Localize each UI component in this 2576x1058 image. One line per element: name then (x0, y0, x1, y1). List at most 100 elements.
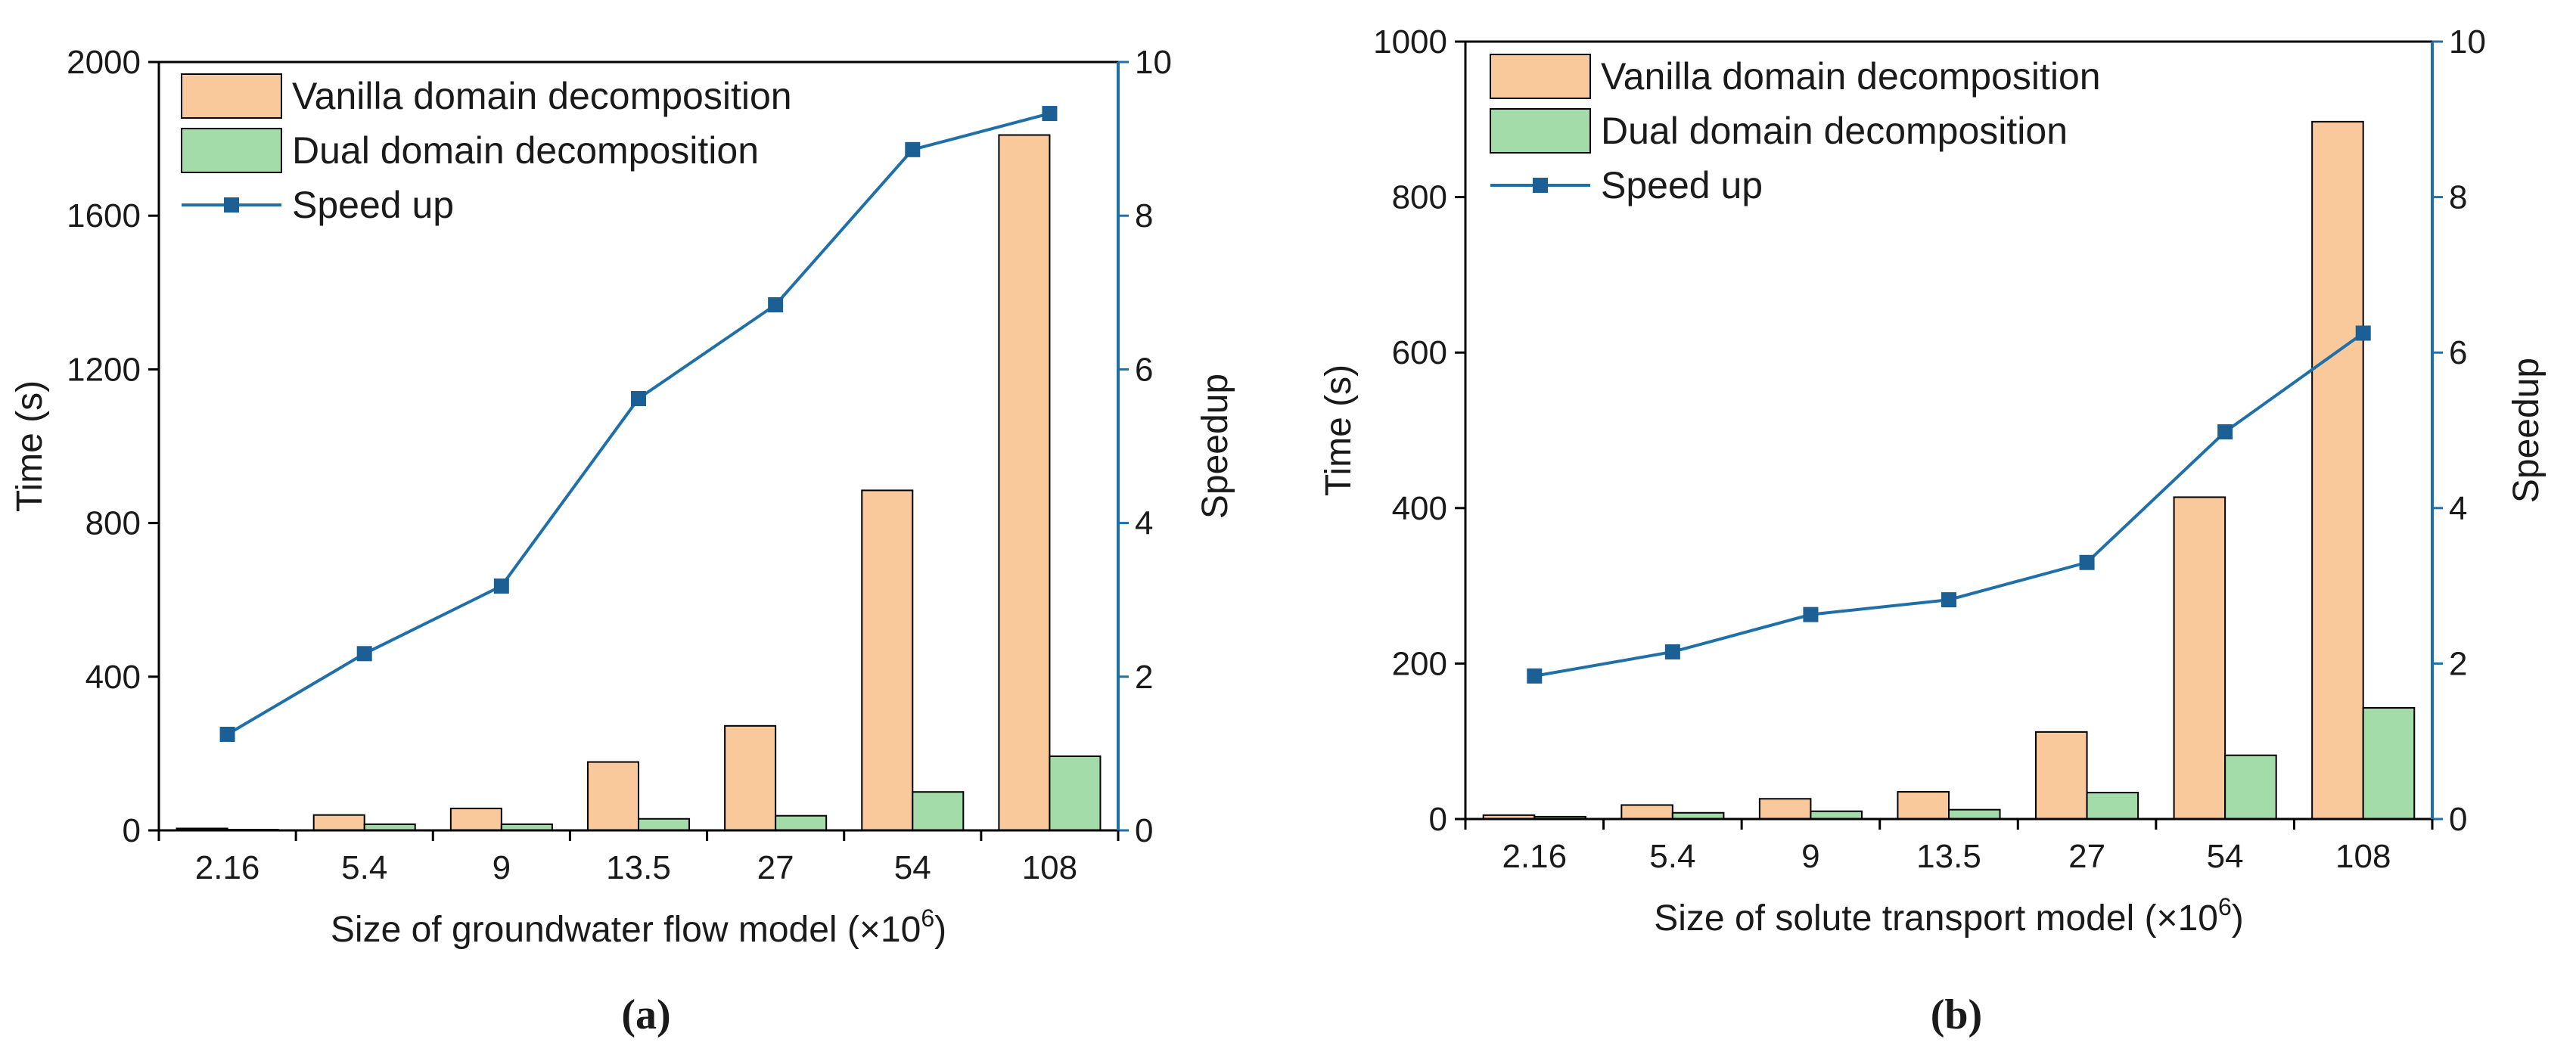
speedup-marker-0 (219, 727, 235, 742)
speedup-marker-6 (2355, 325, 2371, 341)
dual-bar-3 (1948, 808, 2001, 820)
speedup-marker-2 (1803, 607, 1819, 622)
legend-swatch-vanilla (181, 73, 282, 119)
dual-bar-5 (2224, 754, 2277, 820)
x-tick-label-3: 13.5 (1916, 838, 1981, 875)
x-tick-label-1: 5.4 (1649, 838, 1695, 875)
y-tick-label-0: 0 (123, 812, 141, 849)
speedup-marker-6 (1042, 106, 1058, 122)
x-axis-label-superscript: 6 (2218, 893, 2232, 920)
y-tick-label-2: 800 (85, 505, 141, 542)
legend-swatch-speedup-marker (224, 197, 239, 213)
panel-label: (b) (1931, 991, 1982, 1038)
y-right-tick-label-3: 6 (1135, 351, 1153, 388)
x-tick-label-5: 54 (894, 849, 931, 886)
x-tick-label-2: 9 (1801, 838, 1819, 875)
x-tick-label-2: 9 (493, 849, 511, 886)
y-tick-label-0: 0 (1429, 801, 1447, 838)
x-axis-label-tail: ) (934, 910, 946, 950)
legend-label-dual: Dual domain decomposition (1601, 110, 2068, 152)
x-axis-label: Size of groundwater flow model (×106) (331, 904, 946, 950)
dual-bar-5 (912, 791, 965, 831)
legend-swatch-vanilla (1490, 54, 1591, 99)
x-axis-label: Size of solute transport model (×106) (1654, 893, 2244, 939)
y-tick-label-5: 2000 (67, 44, 141, 81)
vanilla-bar-4 (2035, 731, 2088, 821)
x-tick-label-0: 2.16 (1502, 838, 1567, 875)
speedup-marker-3 (1941, 592, 1956, 608)
speedup-marker-1 (1664, 644, 1680, 659)
vanilla-bar-6 (2311, 120, 2364, 821)
x-tick-label-6: 108 (2335, 838, 2391, 875)
legend-label-speedup: Speed up (1601, 164, 1763, 206)
vanilla-bar-1 (312, 814, 365, 832)
speedup-marker-4 (768, 297, 784, 313)
speedup-marker-5 (2217, 424, 2233, 440)
x-tick-label-3: 13.5 (606, 849, 671, 886)
x-tick-label-5: 54 (2207, 838, 2244, 875)
legend-label-speedup: Speed up (292, 184, 454, 226)
speedup-line (1533, 331, 2364, 678)
vanilla-bar-5 (2173, 496, 2226, 821)
y-tick-label-3: 1200 (67, 351, 141, 388)
y-right-axis-label: Speedup (1195, 374, 1235, 519)
chart-panel-b: 0 200 400 600 800 1000 0 2 4 6 8 10 2.16 5.4 9 13.5 27 54… (1319, 23, 2546, 1038)
y-tick-label-1: 400 (85, 659, 141, 696)
y-right-tick-label-4: 8 (1135, 197, 1153, 234)
y-right-tick-label-3: 6 (2449, 334, 2467, 371)
speedup-marker-0 (1527, 668, 1543, 684)
speedup-marker-4 (2079, 554, 2095, 570)
speedup-marker-2 (493, 578, 509, 594)
dual-bar-6 (2362, 706, 2416, 820)
vanilla-bar-1 (1620, 804, 1673, 820)
legend: Vanilla domain decomposition Dual domain … (1490, 54, 2101, 206)
y-tick-label-5: 1000 (1373, 23, 1447, 61)
vanilla-bar-3 (586, 761, 640, 831)
legend-label-vanilla: Vanilla domain decomposition (1601, 55, 2101, 98)
vanilla-bar-6 (998, 134, 1051, 831)
x-tick-label-4: 27 (2068, 838, 2105, 875)
y-tick-label-4: 800 (1392, 179, 1447, 216)
vanilla-bar-5 (861, 489, 914, 831)
vanilla-bar-2 (449, 808, 502, 831)
vanilla-bar-3 (1897, 791, 1950, 821)
speedup-marker-5 (905, 141, 921, 157)
y-right-tick-label-5: 10 (1135, 44, 1172, 81)
y-right-tick-label-2: 4 (1135, 505, 1153, 542)
y-tick-label-2: 400 (1392, 490, 1447, 527)
y-right-tick-label-1: 2 (1135, 659, 1153, 696)
x-axis-label-main: Size of solute transport model (×10 (1654, 898, 2218, 939)
vanilla-bar-2 (1758, 798, 1812, 820)
panel-label: (a) (621, 991, 670, 1038)
dual-bar-2 (1810, 810, 1863, 820)
dual-bar-4 (775, 814, 828, 832)
y-right-tick-label-2: 4 (2449, 490, 2467, 527)
y-axis-label: Time (s) (1319, 365, 1359, 496)
y-right-tick-label-0: 0 (1135, 812, 1153, 849)
y-right-axis-label: Speedup (2506, 358, 2546, 503)
x-axis-label-superscript: 6 (921, 904, 934, 932)
legend-swatch-speedup-marker (1533, 178, 1548, 193)
x-tick-label-1: 5.4 (341, 849, 387, 886)
dual-bar-6 (1049, 755, 1102, 831)
speedup-marker-3 (631, 391, 646, 407)
y-tick-label-4: 1600 (67, 197, 141, 234)
vanilla-bar-4 (724, 724, 777, 831)
legend-swatch-dual (181, 128, 282, 173)
x-axis-label-main: Size of groundwater flow model (×10 (331, 910, 921, 950)
y-right-tick-label-0: 0 (2449, 801, 2467, 838)
x-tick-label-4: 27 (757, 849, 794, 886)
legend: Vanilla domain decomposition Dual domain … (181, 73, 792, 226)
legend-label-dual: Dual domain decomposition (292, 129, 759, 172)
y-axis-label: Time (s) (10, 380, 50, 512)
y-right-tick-label-5: 10 (2449, 23, 2486, 61)
legend-label-vanilla: Vanilla domain decomposition (292, 75, 792, 117)
dual-bar-4 (2086, 792, 2139, 820)
y-right-tick-label-4: 8 (2449, 179, 2467, 216)
y-tick-label-3: 600 (1392, 334, 1447, 371)
x-tick-label-6: 108 (1022, 849, 1077, 886)
dual-bar-3 (638, 818, 691, 832)
speedup-marker-1 (356, 646, 372, 662)
legend-swatch-dual (1490, 108, 1591, 154)
